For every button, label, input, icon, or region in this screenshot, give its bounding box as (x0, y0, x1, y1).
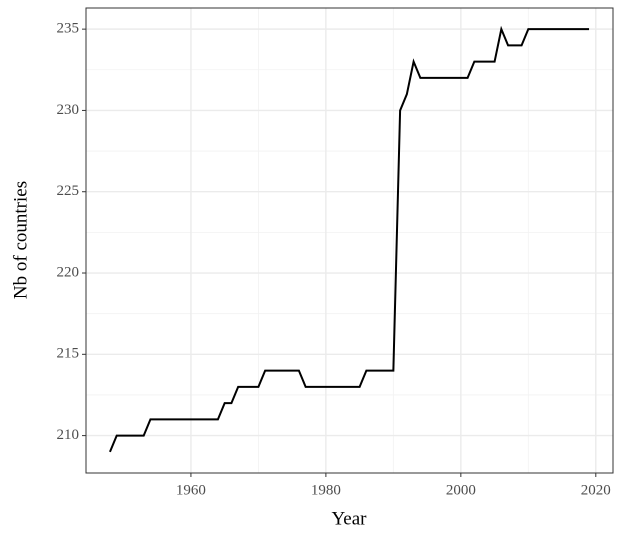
y-tick-label: 220 (57, 264, 80, 280)
x-tick-label: 1960 (176, 482, 206, 498)
x-tick-label: 2020 (581, 482, 611, 498)
y-tick-label: 230 (57, 102, 80, 118)
y-tick-label: 210 (57, 427, 80, 443)
y-tick-label: 235 (57, 21, 80, 37)
y-tick-label: 215 (57, 346, 80, 362)
x-tick-label: 2000 (446, 482, 476, 498)
line (109, 25, 590, 453)
y-tick-label: 225 (57, 183, 80, 199)
panel-border (85, 7, 614, 474)
y-axis-title: Nb of countries (10, 181, 31, 299)
x-tick-label: 1980 (311, 482, 341, 498)
x-axis-title: Year (331, 508, 367, 529)
